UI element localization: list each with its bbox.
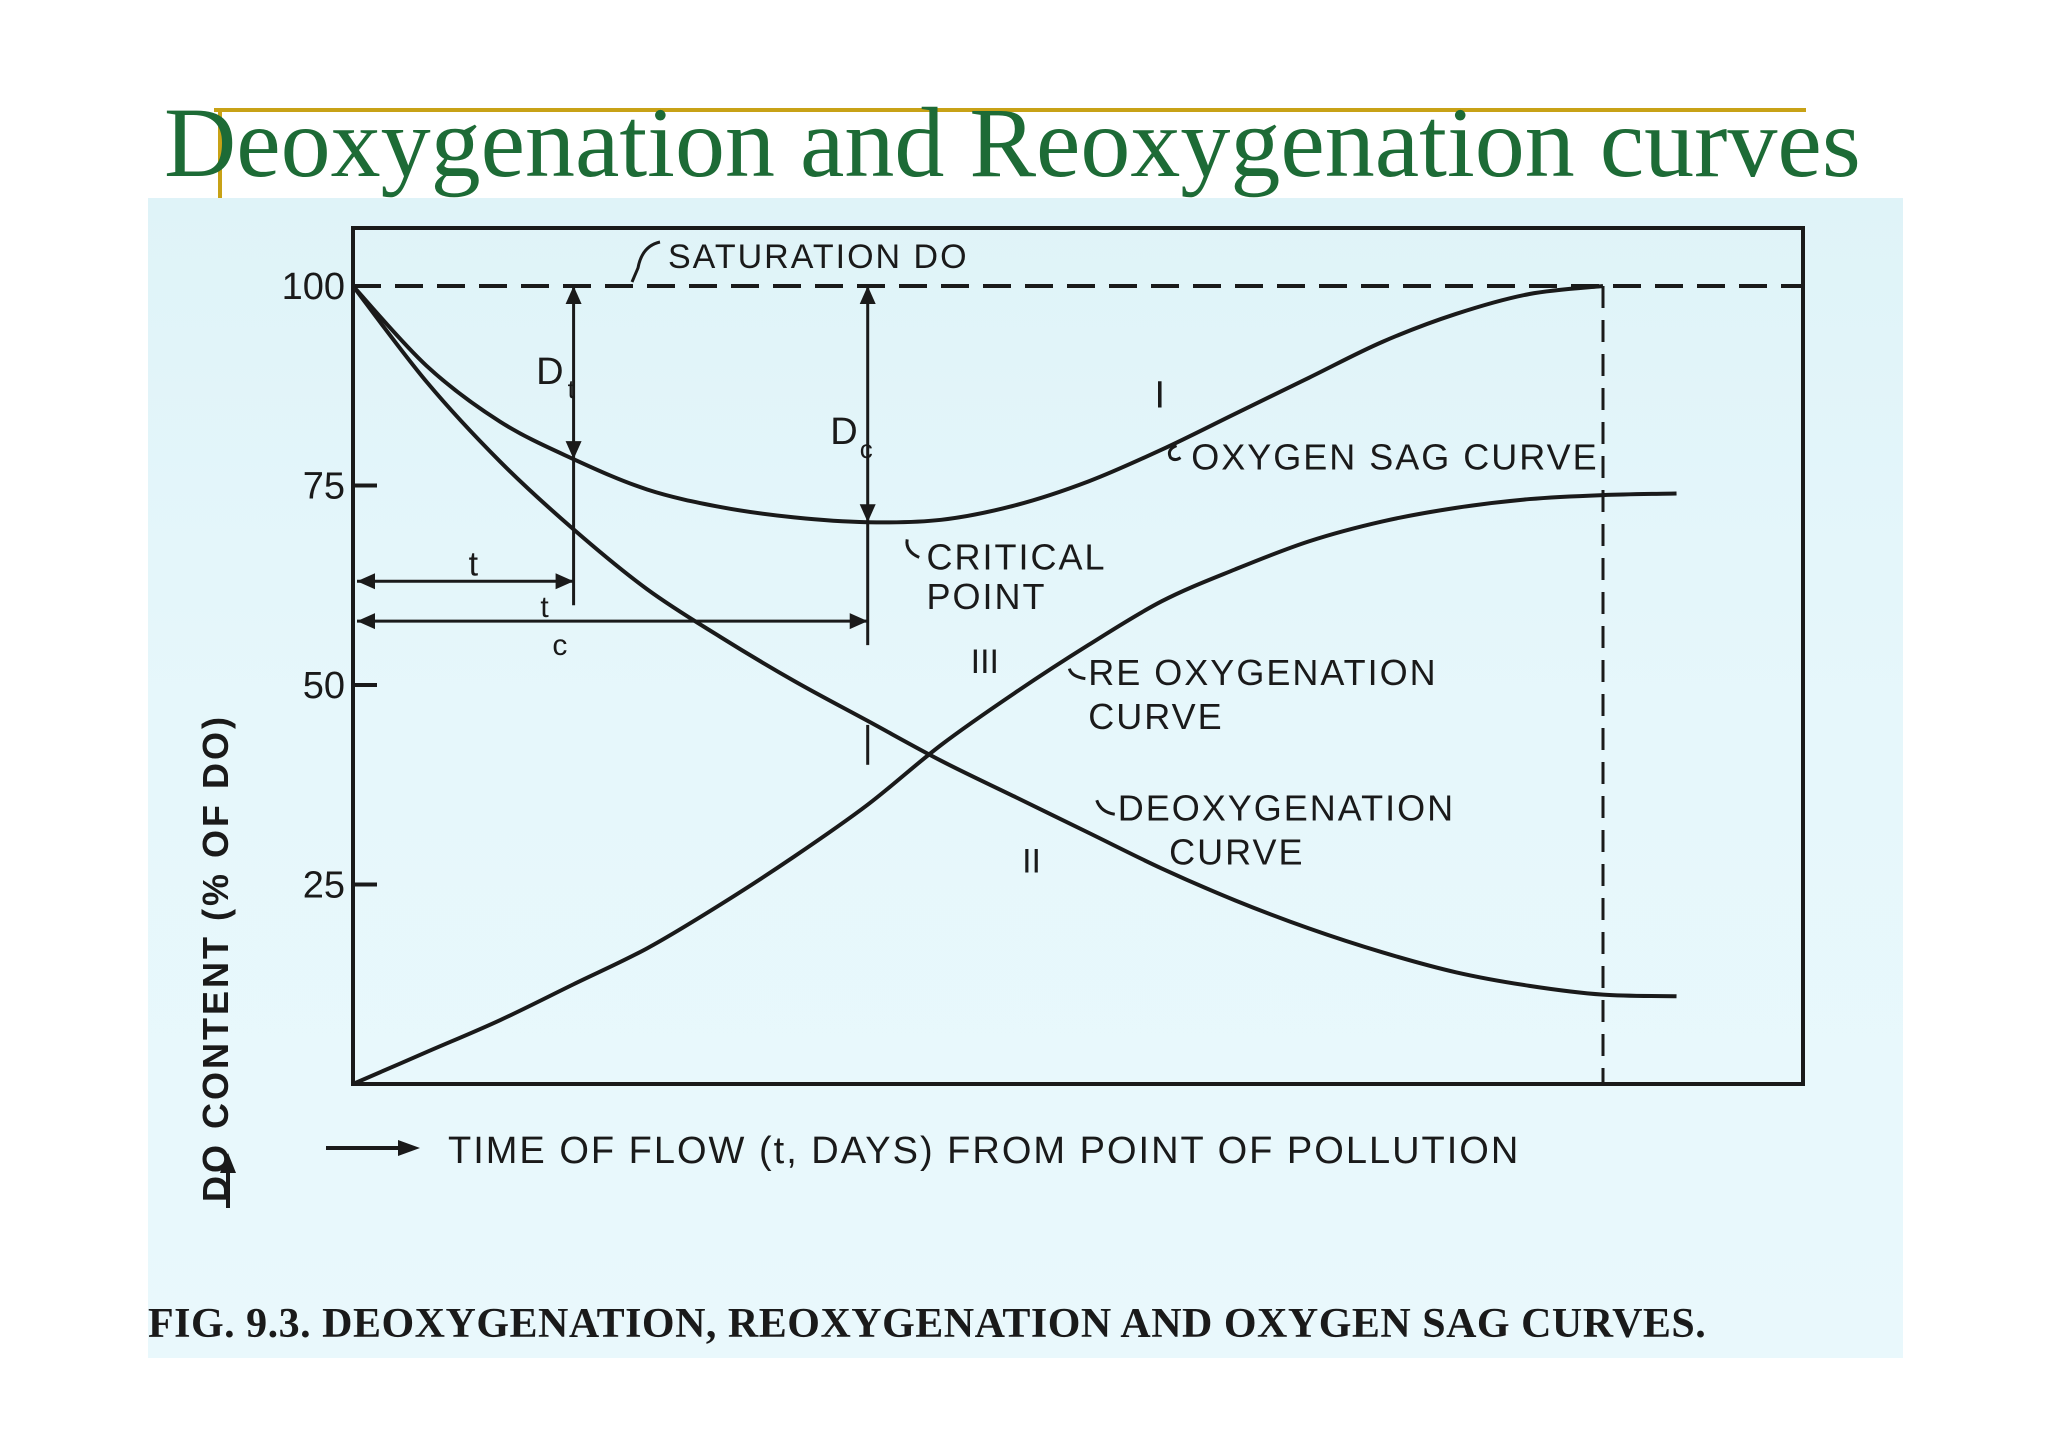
y-tick-label: 75 [303, 466, 345, 508]
figure-caption: FIG. 9.3. DEOXYGENATION, REOXYGENATION A… [148, 1301, 1707, 1347]
tc-sub: c [552, 629, 567, 662]
y-tick-label: 50 [303, 665, 345, 707]
reox-label-2: CURVE [1088, 696, 1223, 737]
deox-label-1: DEOXYGENATION [1118, 788, 1455, 829]
sag-leader [1167, 444, 1182, 462]
roman-I: I [1154, 374, 1165, 416]
deficit-t-label: D [536, 351, 563, 393]
reox-leader [1067, 668, 1086, 681]
critical-label-2: POINT [927, 576, 1047, 617]
slide-title: Deoxygenation and Reoxygenation curves [164, 87, 1861, 198]
roman-II: II [1022, 843, 1041, 881]
deox-leader [1095, 799, 1116, 816]
y-axis-arrow [220, 1153, 236, 1208]
y-ticks: 25 50 75 100 [282, 266, 377, 907]
y-tick-label: 100 [282, 266, 345, 308]
deox-label-2: CURVE [1169, 832, 1304, 873]
t-arrow-right [555, 573, 574, 590]
tc-label: t [540, 591, 549, 624]
deoxygenation-curve [351, 284, 1677, 999]
deficit-c-arrow-down [859, 504, 876, 523]
sag-label: OXYGEN SAG CURVE [1191, 437, 1598, 478]
deficit-t-arrow-down [565, 441, 582, 460]
y-axis-label: DO CONTENT (% OF DO) [195, 714, 236, 1202]
tc-arrow-left [357, 613, 375, 630]
y-tick-label: 25 [303, 865, 345, 907]
reoxygenation-curve [352, 491, 1677, 1086]
saturation-label: SATURATION DO [668, 238, 969, 276]
deficit-c-sub: c [860, 434, 873, 464]
oxygen-sag-curve [351, 284, 1604, 525]
deficit-c-label: D [830, 411, 857, 453]
critical-label-1: CRITICAL [927, 536, 1107, 577]
tc-arrow-right [849, 613, 868, 630]
deficit-t-arrow-up [565, 286, 582, 304]
saturation-leader [630, 240, 661, 283]
plot-frame [351, 226, 1805, 1086]
roman-III: III [971, 643, 999, 681]
deficit-c-arrow-up [859, 286, 876, 304]
x-axis-arrow [326, 1140, 420, 1156]
reox-label-1: RE OXYGENATION [1088, 652, 1437, 693]
title-tick [218, 112, 222, 202]
deficit-t-sub: t [568, 374, 576, 404]
critical-leader [905, 539, 920, 559]
t-label: t [469, 545, 479, 583]
x-axis-label: TIME OF FLOW (t, DAYS) FROM POINT OF POL… [448, 1130, 1520, 1172]
t-arrow-left [357, 573, 375, 590]
title-rule [214, 108, 1806, 112]
